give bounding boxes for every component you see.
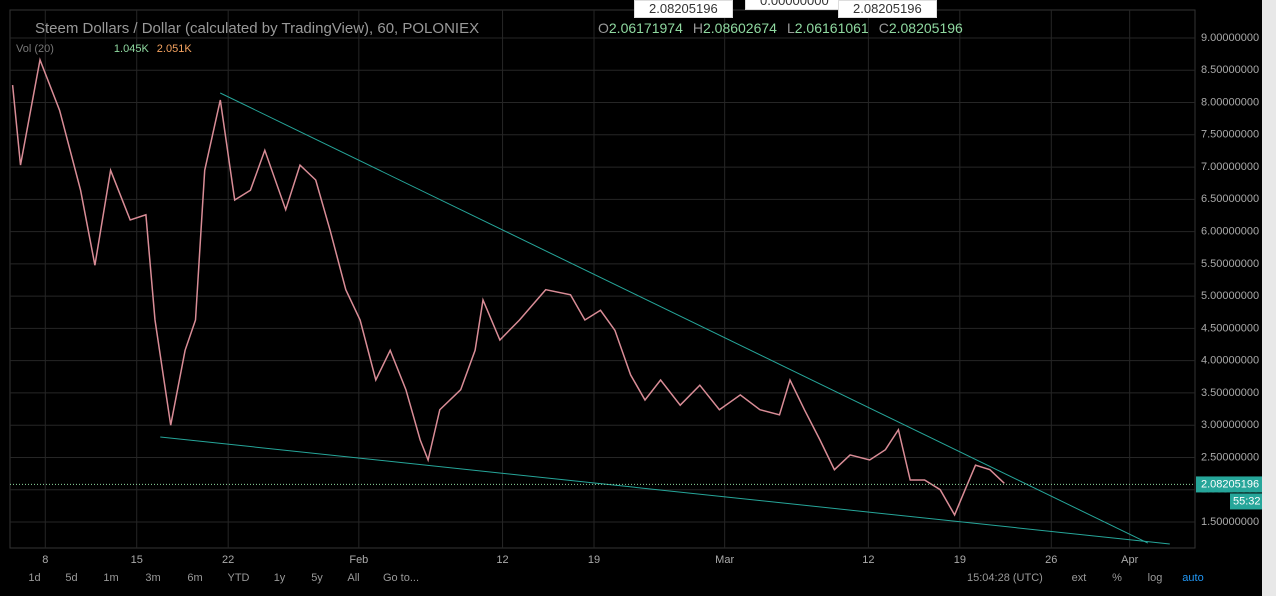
trendline [160,436,1170,545]
last-price-label: 2.08205196 [1201,478,1259,490]
marks [10,57,1195,545]
toolbar-button[interactable]: 1y [273,572,286,584]
popup-box: 2.08205196 [838,0,937,18]
popup-value: 2.08205196 [649,1,718,16]
toolbar-button[interactable]: % [1112,572,1122,584]
plot-frame [9,9,1196,549]
y-tick-label: 5.00000000 [1201,290,1259,302]
ohlc: O2.06171974 H2.08602674 L2.06161061 C2.0820… [598,20,973,36]
ohlc-value: 2.08205196 [888,20,963,36]
volume-value: 2.051K [156,43,192,55]
volume-legend: Vol (20) 1.045K 2.051K [16,43,192,55]
toolbar-button[interactable]: 6m [187,572,203,584]
y-tick-label: 9.00000000 [1201,32,1259,44]
x-tick-label: 26 [1045,554,1057,566]
toolbar-button[interactable]: 1m [103,572,119,584]
trendline [219,92,1149,544]
ohlc-value: 2.06171974 [608,20,683,36]
ohlc-key: O [598,20,609,36]
y-tick-label: 4.50000000 [1201,322,1259,334]
toolbar-button[interactable]: ext [1071,572,1087,584]
toolbar-button[interactable]: YTD [227,572,250,584]
countdown-box [1230,493,1262,510]
x-tick-label: 22 [222,554,234,566]
y-tick-label: 5.50000000 [1201,258,1259,270]
y-tick-label: 8.00000000 [1201,96,1259,108]
y-tick-label: 7.50000000 [1201,129,1259,141]
popup-value: 2.08205196 [853,1,922,16]
volume-label: Vol (20) [16,43,54,55]
toolbar-button[interactable]: 1d [28,572,41,584]
y-tick-label: 1.50000000 [1201,516,1259,528]
volume-value: 1.045K [113,43,149,55]
y-tick-label: 2.50000000 [1201,451,1259,463]
x-tick-label: Apr [1121,554,1138,566]
toolbar-right: ext% log auto [1060,572,1212,584]
toolbar-button[interactable]: 5d [65,572,78,584]
y-tick-label: 6.00000000 [1201,226,1259,238]
y-tick-label: 3.00000000 [1201,419,1259,431]
labels: 1.500000002.000000002.500000003.00000000… [42,32,1262,566]
x-tick-label: 12 [862,554,874,566]
toolbar-button[interactable]: auto [1182,572,1204,584]
grid [10,10,1195,548]
price-line [11,57,1005,517]
ohlc-key: H [692,20,703,36]
y-tick-label: 6.50000000 [1201,193,1259,205]
toolbar-button[interactable]: All [347,572,360,584]
popup-box: 2.08205196 [634,0,733,18]
x-tick-label: Mar [715,554,734,566]
popup-box: 0.00000000 [745,0,844,10]
y-tick-label: 8.50000000 [1201,64,1259,76]
chart-title: Steem Dollars / Dollar (calculated by Tr… [35,20,480,37]
y-tick-label: 7.00000000 [1201,161,1259,173]
toolbar-button[interactable]: log [1147,572,1163,584]
ohlc-key: C [878,20,889,36]
toolbar: 1d 5d 1m 3m 6m YTD 1y 5y All Go to... [16,572,431,584]
x-tick-label: 8 [42,554,48,566]
clock: 15:04:28 (UTC) [967,572,1043,584]
x-tick-label: 19 [588,554,600,566]
y-tick-label: 4.00000000 [1201,355,1259,367]
ohlc-value: 2.08602674 [702,20,777,36]
x-tick-label: 12 [496,554,508,566]
x-tick-label: 19 [954,554,966,566]
y-tick-label: 3.50000000 [1201,387,1259,399]
ohlc-value: 2.06161061 [794,20,869,36]
last-price-box [1196,476,1262,493]
toolbar-button[interactable]: Go to... [382,572,420,584]
countdown: 55:32 [1233,495,1261,507]
x-tick-label: Feb [349,554,368,566]
toolbar-button[interactable]: 5y [311,572,323,584]
toolbar-button[interactable]: 3m [145,572,161,584]
x-tick-label: 15 [131,554,143,566]
right-strip [1262,0,1276,596]
popup-value: 0.00000000 [760,0,829,8]
ohlc-key: L [786,20,795,36]
